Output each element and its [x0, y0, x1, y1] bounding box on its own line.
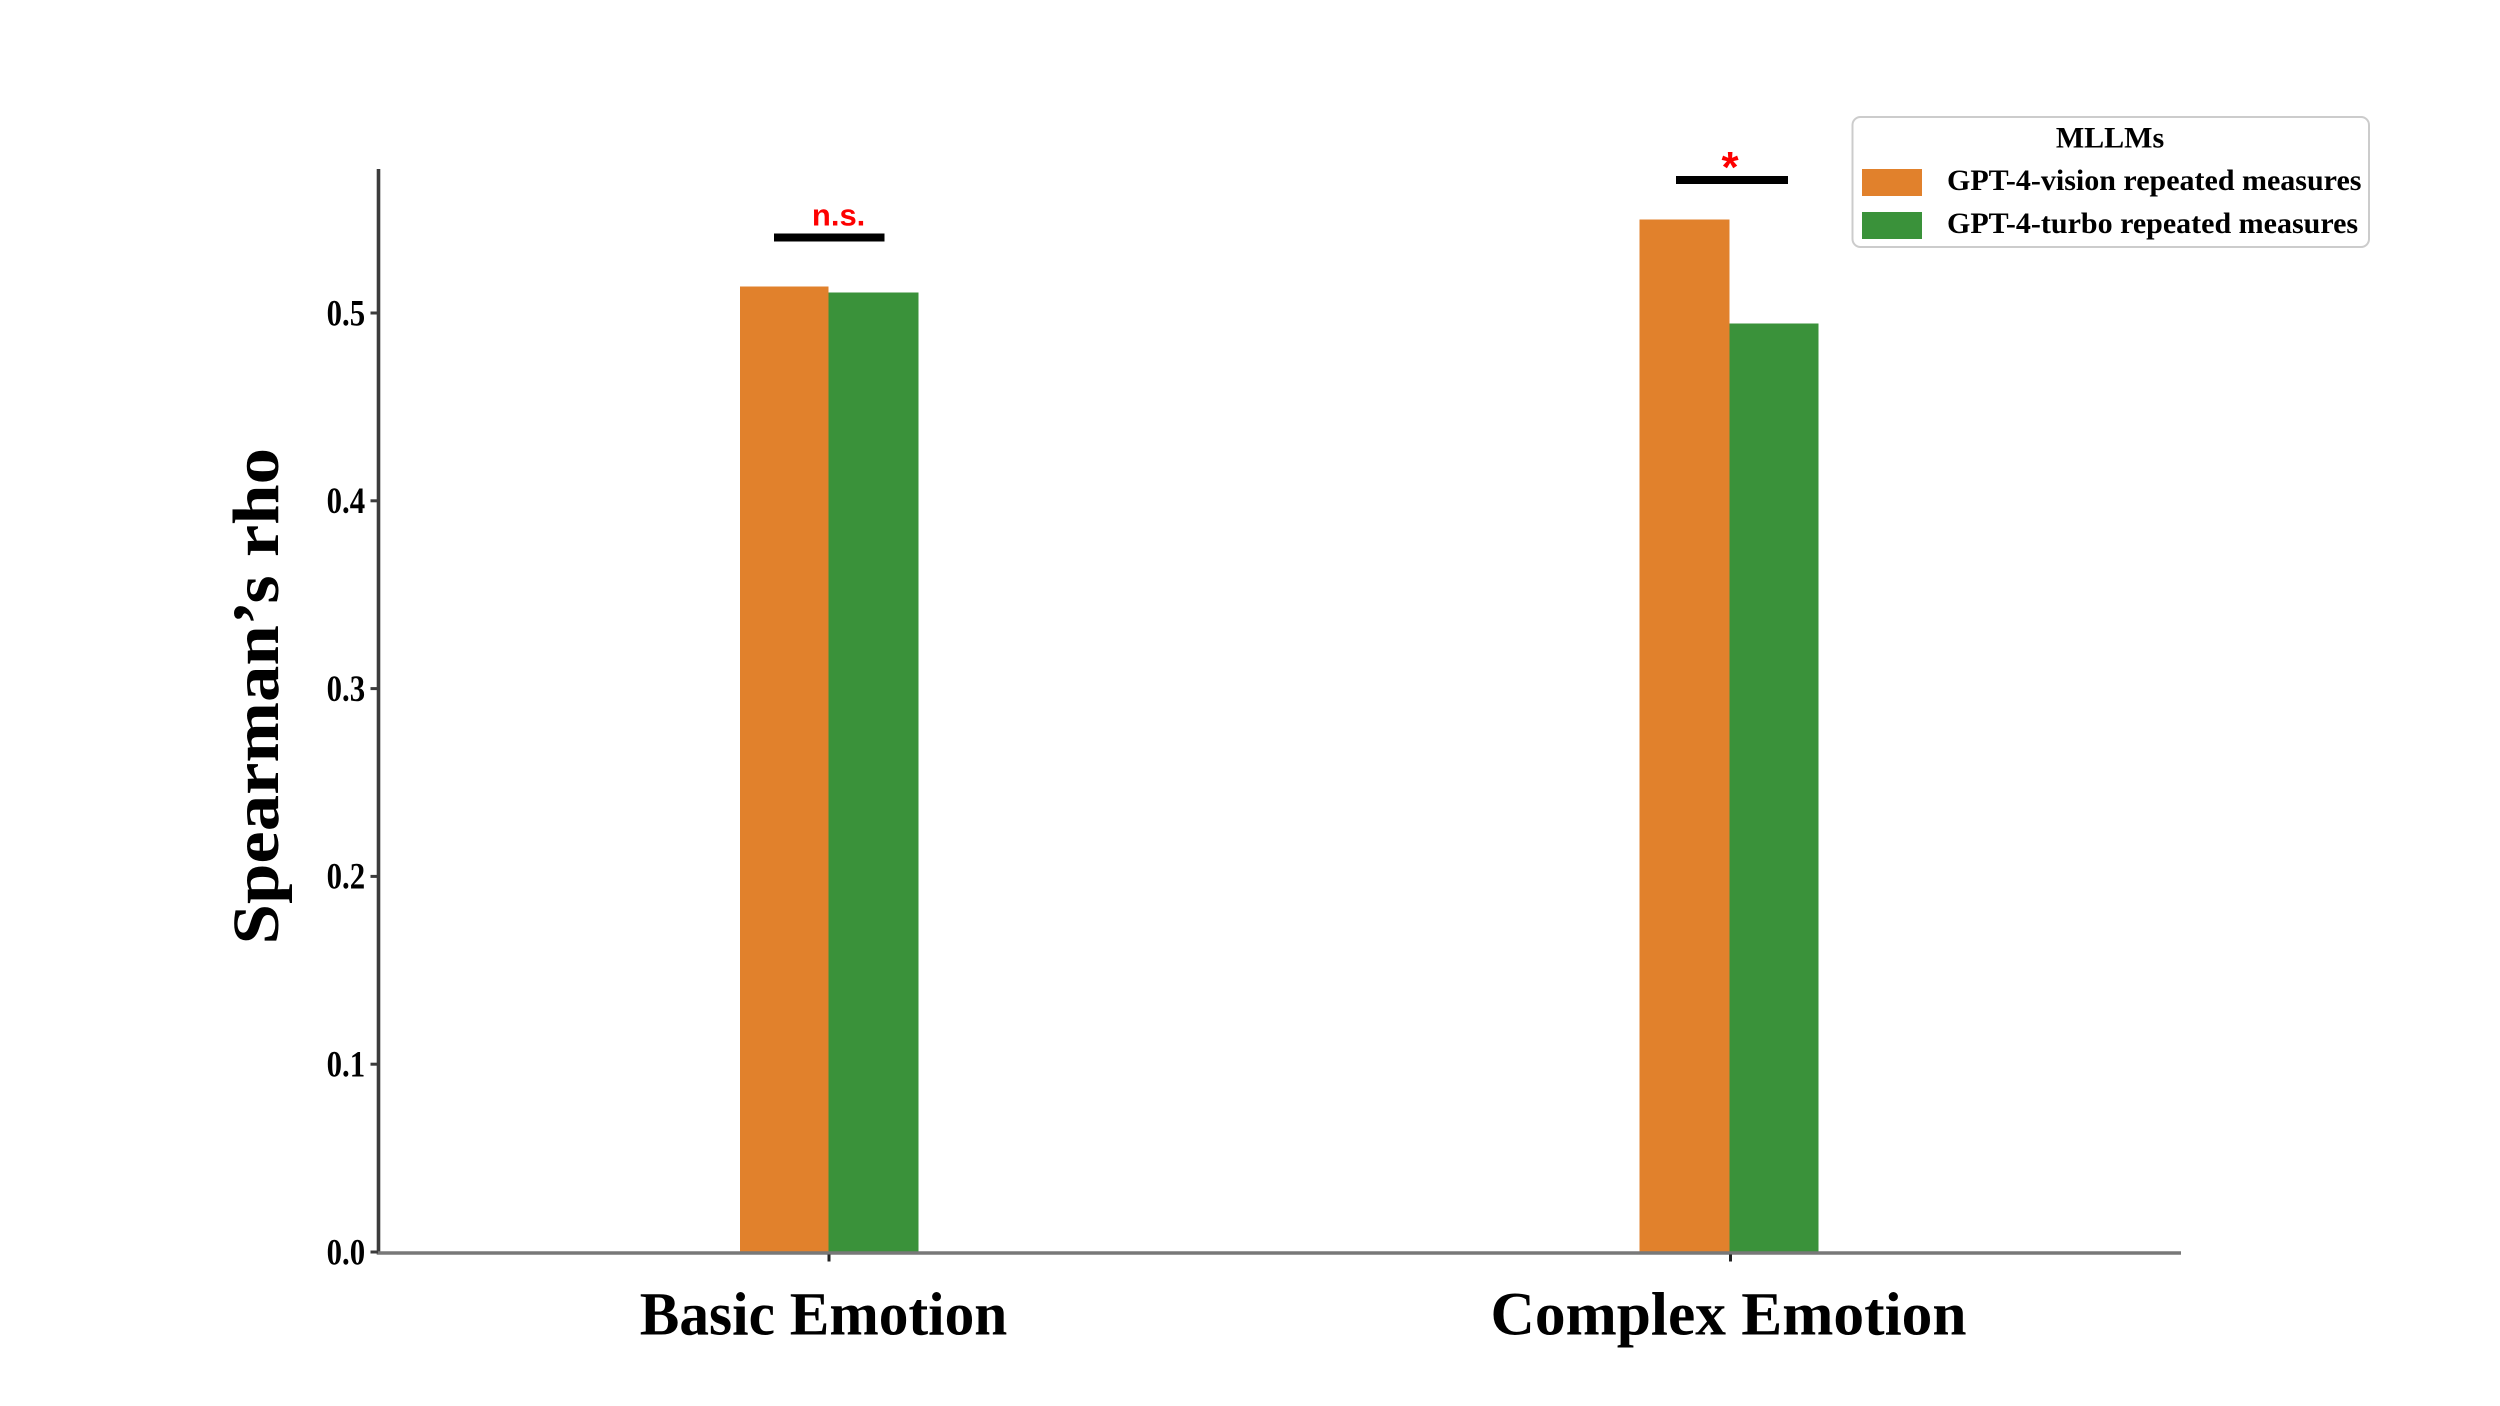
svg-text:MLLMs: MLLMs [2056, 122, 2164, 155]
svg-text:0.5: 0.5 [327, 293, 366, 334]
svg-text:0.3: 0.3 [327, 669, 366, 710]
svg-text:GPT-4-vision repeated measures: GPT-4-vision repeated measures [1947, 164, 2361, 197]
svg-text:0.0: 0.0 [327, 1232, 366, 1273]
svg-text:Basic Emotion: Basic Emotion [640, 1281, 1008, 1349]
svg-text:*: * [1721, 143, 1739, 192]
svg-text:0.1: 0.1 [327, 1045, 366, 1086]
svg-text:Spearman’s rho: Spearman’s rho [220, 448, 293, 945]
svg-text:0.2: 0.2 [327, 857, 366, 898]
svg-text:n.s.: n.s. [812, 197, 865, 232]
svg-text:GPT-4-turbo repeated measures: GPT-4-turbo repeated measures [1947, 207, 2358, 240]
svg-text:Complex Emotion: Complex Emotion [1491, 1281, 1967, 1349]
svg-text:0.4: 0.4 [327, 481, 366, 522]
